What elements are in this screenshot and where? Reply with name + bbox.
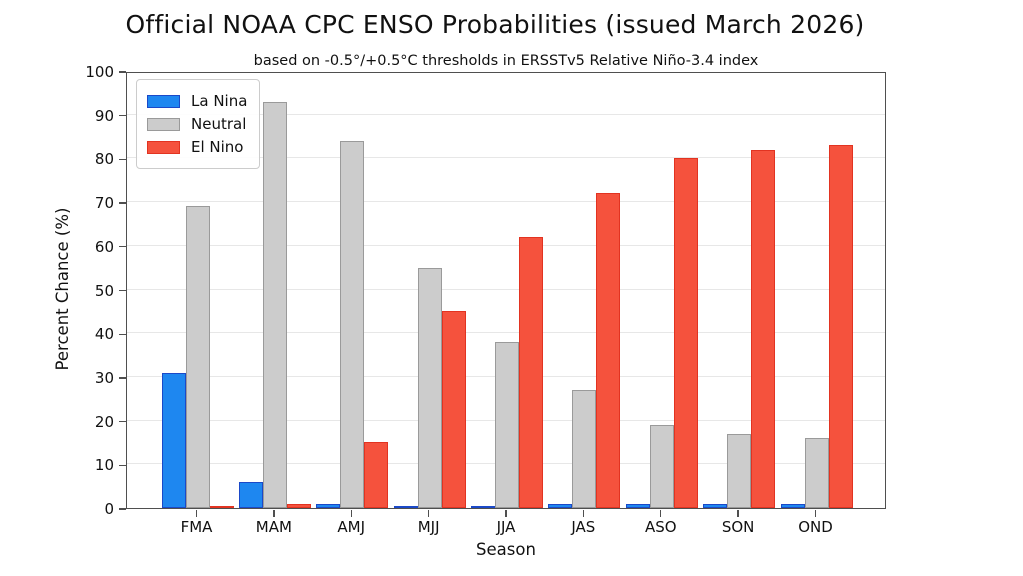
ytick-label-60: 60 (94, 237, 114, 256)
ytick-label-0: 0 (104, 500, 114, 518)
ytick-mark-60 (119, 246, 126, 248)
chart-subtitle: based on -0.5°/+0.5°C thresholds in ERSS… (253, 53, 759, 69)
ytick-mark-0 (119, 508, 126, 510)
xtick-mark-mjj (427, 510, 430, 517)
xtick-mark-fma (195, 510, 198, 517)
legend-entry-neutral: Neutral (147, 115, 247, 133)
bar-neutral-aso (649, 424, 674, 508)
legend-label: La Nina (191, 92, 248, 110)
bar-neutral-jja (495, 341, 519, 508)
gridline-80 (127, 157, 885, 159)
ytick-label-10: 10 (94, 456, 114, 475)
bar-la-nina-aso (625, 503, 650, 508)
ytick-label-100: 100 (85, 63, 114, 81)
bar-la-nina-mjj (393, 506, 418, 508)
legend-entry-el-nino: El Nino (147, 138, 247, 156)
ytick-label-20: 20 (94, 412, 114, 431)
xtick-label-ond: OND (798, 518, 833, 536)
plot-area: La Nina Neutral El Nino (126, 72, 886, 509)
ytick-mark-30 (119, 377, 126, 379)
bar-el-nino-jas (596, 193, 621, 508)
xtick-label-jas: JAS (571, 518, 596, 536)
bar-la-nina-jas (548, 503, 573, 508)
la-nina-swatch-icon (147, 94, 180, 108)
gridline-70 (127, 201, 885, 203)
bar-la-nina-son (703, 503, 728, 508)
bar-neutral-jas (572, 390, 597, 508)
xtick-label-fma: FMA (180, 518, 213, 536)
xtick-label-mam: MAM (255, 518, 292, 536)
xtick-label-mjj: MJJ (417, 518, 440, 536)
gridline-90 (127, 113, 885, 115)
legend-label: El Nino (191, 138, 244, 156)
bar-neutral-mjj (417, 267, 442, 508)
x-axis-label: Season (476, 540, 536, 559)
bar-neutral-fma (185, 206, 210, 508)
bar-el-nino-ond (828, 145, 853, 508)
neutral-swatch-icon (147, 117, 180, 131)
bar-neutral-amj (340, 140, 365, 508)
ytick-label-90: 90 (94, 106, 114, 125)
ytick-mark-80 (119, 158, 126, 161)
ytick-label-70: 70 (94, 194, 114, 213)
xtick-mark-ond (814, 510, 817, 517)
bar-la-nina-fma (161, 372, 186, 508)
gridline-50 (127, 288, 885, 290)
ytick-mark-10 (119, 464, 126, 466)
xtick-mark-amj (350, 510, 352, 517)
el-nino-swatch-icon (147, 140, 180, 154)
ytick-mark-70 (119, 202, 126, 204)
chart-title: Official NOAA CPC ENSO Probabilities (is… (125, 10, 865, 39)
bar-el-nino-amj (364, 442, 389, 508)
legend-label: Neutral (191, 115, 247, 133)
xtick-label-amj: AMJ (337, 518, 366, 536)
bar-neutral-mam (262, 101, 287, 508)
bar-el-nino-aso (673, 158, 698, 508)
bar-la-nina-ond (780, 503, 805, 508)
ytick-mark-20 (119, 420, 126, 423)
bar-la-nina-mam (238, 481, 263, 508)
bar-el-nino-son (751, 149, 776, 508)
xtick-label-son: SON (721, 518, 755, 536)
gridline-60 (127, 244, 885, 246)
xtick-label-aso: ASO (644, 518, 677, 536)
legend-entry-la-nina: La Nina (147, 92, 247, 110)
bar-el-nino-fma (209, 506, 234, 508)
ytick-mark-100 (119, 71, 126, 73)
ytick-label-80: 80 (94, 150, 114, 169)
xtick-mark-son (737, 510, 739, 517)
ytick-mark-50 (119, 289, 126, 292)
ytick-label-30: 30 (94, 368, 114, 387)
ytick-label-40: 40 (94, 325, 114, 344)
ytick-label-50: 50 (94, 281, 114, 300)
gridline-40 (127, 332, 885, 334)
bar-neutral-ond (804, 438, 829, 508)
bar-el-nino-jja (519, 237, 543, 508)
xtick-mark-jja (505, 510, 507, 517)
bar-el-nino-mjj (441, 311, 466, 508)
xtick-mark-jas (582, 510, 585, 517)
bar-la-nina-amj (316, 503, 341, 508)
bar-la-nina-jja (471, 506, 495, 508)
ytick-mark-40 (119, 333, 126, 335)
legend: La Nina Neutral El Nino (136, 79, 261, 169)
xtick-mark-mam (273, 510, 275, 517)
ytick-mark-90 (119, 115, 126, 117)
xtick-mark-aso (660, 510, 662, 517)
bar-neutral-son (727, 433, 752, 508)
bar-el-nino-mam (286, 503, 311, 508)
xtick-label-jja: JJA (496, 518, 516, 536)
